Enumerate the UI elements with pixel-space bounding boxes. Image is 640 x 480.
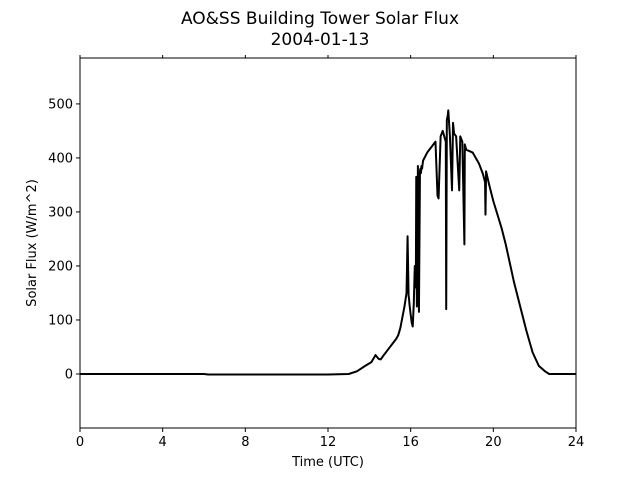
x-axis-ticks: 0 4 8 12 16 20 24 bbox=[76, 55, 584, 450]
x-tick-label: 16 bbox=[402, 435, 419, 450]
y-tick-label: 400 bbox=[48, 151, 73, 166]
series-line-0 bbox=[80, 109, 576, 376]
x-tick-label: 20 bbox=[485, 435, 502, 450]
y-tick-label: 100 bbox=[48, 313, 73, 328]
plot-frame bbox=[79, 57, 577, 429]
x-tick-label: 8 bbox=[241, 435, 249, 450]
y-tick-label: 500 bbox=[48, 97, 73, 112]
y-axis-ticks: 0 100 200 300 400 500 bbox=[48, 97, 80, 382]
chart-subtitle: 2004-01-13 bbox=[271, 30, 370, 50]
y-tick-label: 200 bbox=[48, 259, 73, 274]
x-axis-label: Time (UTC) bbox=[291, 455, 364, 470]
chart-title: AO&SS Building Tower Solar Flux bbox=[181, 9, 459, 29]
plot-area bbox=[80, 109, 576, 376]
y-axis-label: Solar Flux (W/m^2) bbox=[25, 179, 40, 307]
x-tick-label: 12 bbox=[320, 435, 337, 450]
x-tick-label: 4 bbox=[159, 435, 167, 450]
x-tick-label: 24 bbox=[568, 435, 585, 450]
x-tick-label: 0 bbox=[76, 435, 84, 450]
y-tick-label: 300 bbox=[48, 205, 73, 220]
y-tick-label: 0 bbox=[65, 367, 73, 382]
